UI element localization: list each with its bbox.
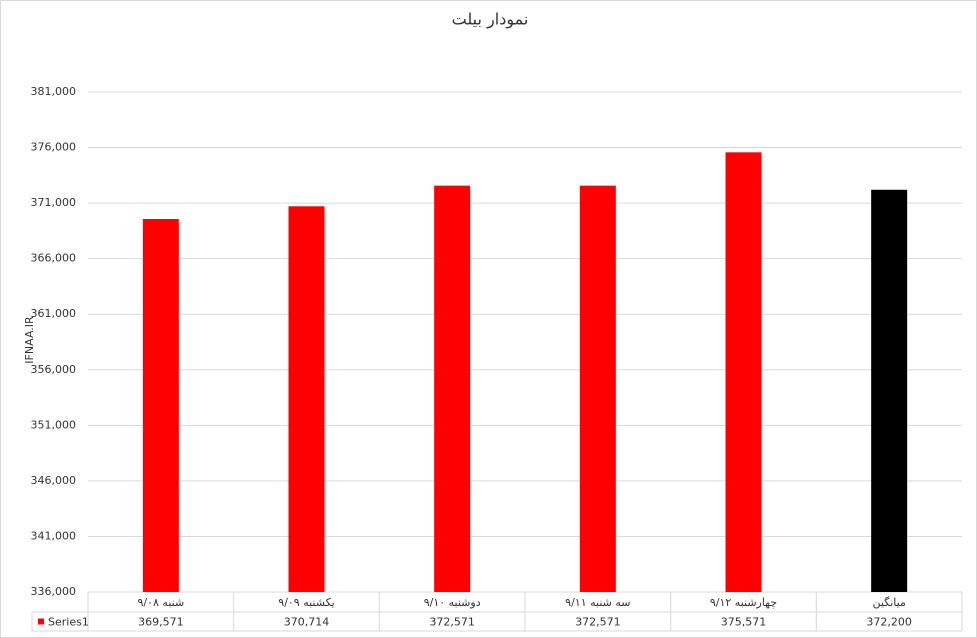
x-tick-label: یکشنبه ۹/۰۹	[278, 596, 334, 609]
y-tick-label: 381,000	[31, 85, 77, 98]
bar	[434, 185, 471, 592]
legend-swatch	[38, 618, 44, 625]
table-value: 369,571	[138, 616, 184, 629]
bar	[871, 189, 908, 592]
y-tick-label: 351,000	[31, 418, 77, 431]
y-tick-label: 346,000	[31, 474, 77, 487]
bar	[725, 152, 762, 593]
table-value: 375,571	[721, 616, 767, 629]
y-tick-label: 371,000	[31, 196, 77, 209]
x-tick-label: سه شنبه ۹/۱۱	[565, 596, 630, 609]
y-tick-label: 336,000	[31, 585, 77, 598]
y-tick-label: 361,000	[31, 307, 77, 320]
y-tick-label: 366,000	[31, 252, 77, 265]
x-tick-label: میانگین	[872, 596, 906, 609]
y-axis-label: IFNAA.IR	[23, 316, 36, 364]
table-value: 370,714	[284, 616, 330, 629]
legend-label: Series1	[48, 616, 89, 629]
bar	[579, 185, 616, 592]
x-tick-label: شنبه ۹/۰۸	[137, 596, 184, 609]
y-tick-label: 356,000	[31, 363, 77, 376]
x-tick-label: چهارشنبه ۹/۱۲	[710, 596, 777, 609]
bar	[142, 218, 179, 592]
y-tick-label: 341,000	[31, 529, 77, 542]
table-value: 372,200	[866, 616, 912, 629]
bar	[288, 206, 325, 593]
chart-title: نمودار بیلت	[452, 10, 529, 30]
y-tick-label: 376,000	[31, 141, 77, 154]
x-tick-label: دوشنبه ۹/۱۰	[424, 596, 481, 609]
table-value: 372,571	[429, 616, 475, 629]
table-value: 372,571	[575, 616, 621, 629]
